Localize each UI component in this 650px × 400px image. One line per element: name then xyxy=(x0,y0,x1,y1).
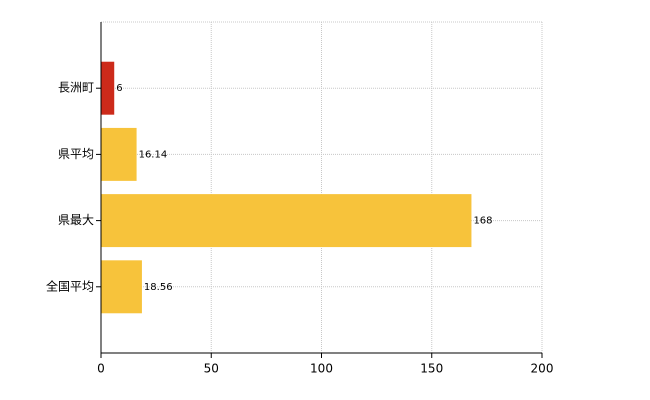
x-tick-label: 0 xyxy=(97,362,105,376)
value-label: 16.14 xyxy=(139,149,168,160)
bar xyxy=(101,61,115,115)
y-tick-label: 県最大 xyxy=(58,213,94,227)
y-tick-label: 長洲町 xyxy=(58,81,94,95)
x-tick-label: 200 xyxy=(531,362,554,376)
value-label: 18.56 xyxy=(144,282,173,293)
value-label: 168 xyxy=(473,216,492,227)
x-tick-label: 100 xyxy=(310,362,333,376)
x-tick-label: 50 xyxy=(204,362,219,376)
bar xyxy=(101,194,472,248)
bar xyxy=(101,260,142,314)
bar xyxy=(101,127,137,181)
y-tick-label: 県平均 xyxy=(58,147,94,161)
x-tick-label: 150 xyxy=(420,362,443,376)
value-label: 6 xyxy=(116,83,122,94)
y-tick-label: 全国平均 xyxy=(46,278,94,293)
